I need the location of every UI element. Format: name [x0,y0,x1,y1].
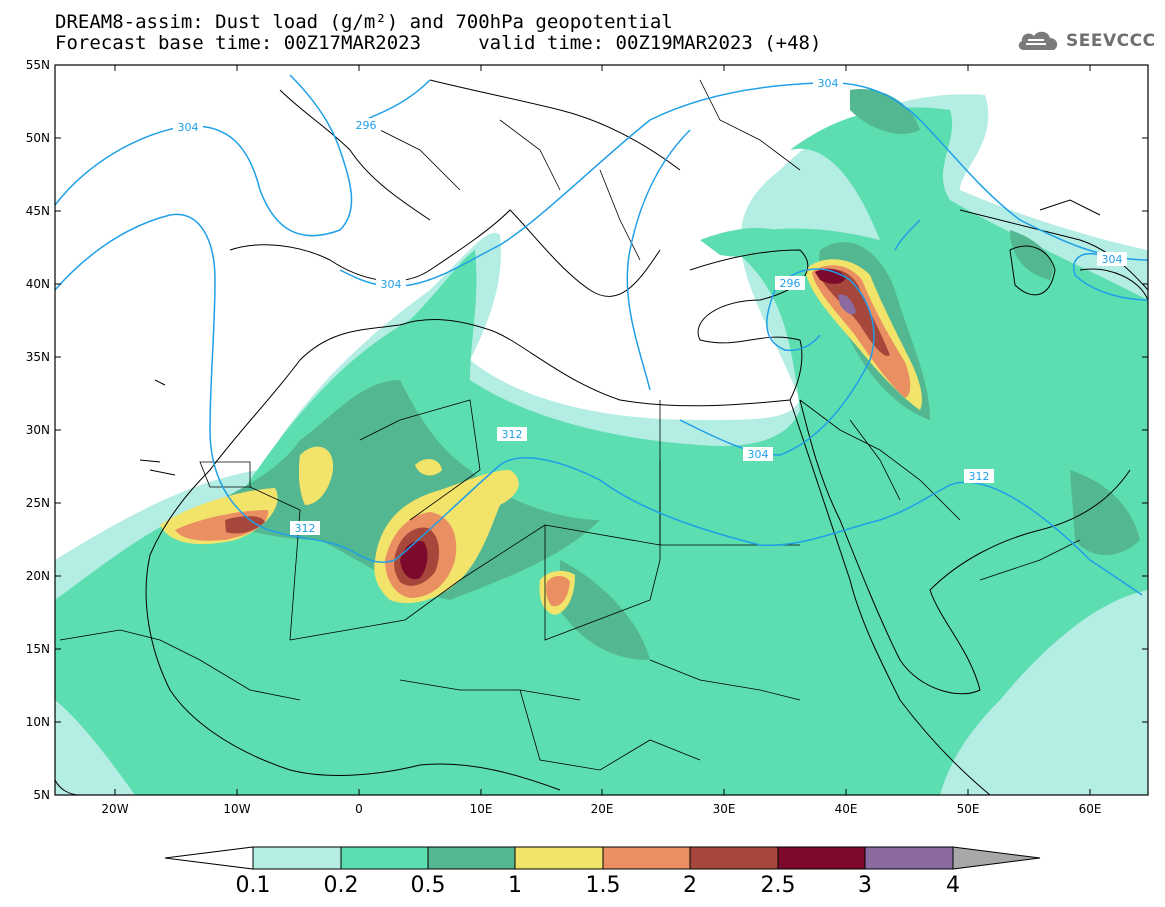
tick-marks [55,64,1148,796]
contour-label-8: 312 [295,522,316,535]
lat-label: 40N [26,277,50,291]
colorbar-label: 2.5 [761,873,796,898]
colorbar-segment [777,846,866,870]
contour-label-4: 304 [818,77,839,90]
coastlines [55,79,1148,795]
colorbar-label: 0.5 [411,873,446,898]
colorbar-label: 2 [683,873,697,898]
colorbar-label: 1 [508,873,522,898]
colorbar-label: 0.1 [236,873,271,898]
lat-label: 25N [26,496,50,510]
lat-label: 50N [26,131,50,145]
lon-label: 0 [355,802,363,816]
lon-label: 30E [713,802,736,816]
lat-label: 55N [26,58,50,72]
contour-label-6: 312 [502,428,523,441]
logo-text: SEEVCCC [1066,31,1156,51]
contour-label-7: 304 [748,448,769,461]
lon-label: 10W [223,802,250,816]
contour-label-9: 312 [969,470,990,483]
borders [59,79,1081,771]
lon-label: 60E [1079,802,1102,816]
colorbar-label: 0.2 [324,873,359,898]
colorbar-segment [689,846,779,870]
contour-label-5: 296 [780,277,801,290]
colorbar-label: 1.5 [586,873,621,898]
lat-label: 45N [26,204,50,218]
contour-label-10: 304 [1102,253,1123,266]
contour-label-3: 304 [381,278,402,291]
lat-label: 15N [26,642,50,656]
colorbar-segment [602,846,691,870]
lat-label: 20N [26,569,50,583]
map-title-line-2: Forecast base time: 00Z17MAR2023 valid t… [55,32,822,54]
colorbar-label: 3 [858,873,872,898]
lon-label: 10E [470,802,493,816]
latitude-labels: 55N 50N 45N 40N 35N 30N 25N 20N 15N 10N … [26,58,50,802]
contour-labels: 304 296 304 304 296 312 304 312 312 304 [173,76,1127,535]
colorbar [164,846,1041,870]
contour-label-1: 304 [178,121,199,134]
lon-label: 40E [835,802,858,816]
colorbar-label: 4 [946,873,960,898]
lon-label: 20W [101,802,128,816]
colorbar-segment [340,846,429,870]
lat-label: 30N [26,423,50,437]
map-title-line-1: DREAM8-assim: Dust load (g/m²) and 700hP… [55,11,673,33]
cloud-icon [1018,31,1058,50]
colorbar-segment [252,846,342,870]
colorbar-segment-high [952,846,1041,870]
colorbar-segment [514,846,604,870]
lat-label: 10N [26,715,50,729]
lon-label: 20E [591,802,614,816]
lon-label: 50E [957,802,980,816]
colorbar-labels: 0.1 0.2 0.5 1 1.5 2 2.5 3 4 [236,873,961,898]
lat-label: 5N [33,788,50,802]
dust-field [55,89,1148,795]
longitude-labels: 20W 10W 0 10E 20E 30E 40E 50E 60E [101,802,1101,816]
geopotential-contours [55,74,1148,596]
seevccc-logo: SEEVCCC [1016,28,1156,54]
contour-label-2: 296 [356,119,377,132]
colorbar-segment-low [164,846,254,870]
colorbar-segment [427,846,516,870]
colorbar-segment [864,846,954,870]
lat-label: 35N [26,350,50,364]
